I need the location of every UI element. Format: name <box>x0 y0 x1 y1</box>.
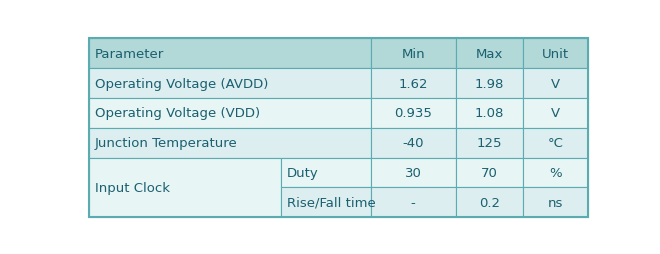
Bar <box>88 158 281 217</box>
Text: V: V <box>551 107 560 120</box>
Text: 30: 30 <box>405 166 422 179</box>
Text: -: - <box>411 196 416 209</box>
Text: Operating Voltage (AVDD): Operating Voltage (AVDD) <box>95 77 268 90</box>
Bar <box>371 158 455 188</box>
Bar <box>523 188 588 217</box>
Bar <box>371 128 455 158</box>
Bar <box>455 69 523 99</box>
Text: Rise/Fall time: Rise/Fall time <box>287 196 376 209</box>
Text: ns: ns <box>548 196 563 209</box>
Bar <box>455 39 523 69</box>
Text: Parameter: Parameter <box>95 48 164 61</box>
Text: Duty: Duty <box>287 166 319 179</box>
Bar <box>371 188 455 217</box>
Bar <box>523 128 588 158</box>
Text: 0.935: 0.935 <box>394 107 432 120</box>
Text: 1.62: 1.62 <box>399 77 428 90</box>
Bar <box>88 69 371 99</box>
Bar <box>371 69 455 99</box>
Bar <box>88 99 371 128</box>
Bar <box>371 99 455 128</box>
Text: Operating Voltage (VDD): Operating Voltage (VDD) <box>95 107 260 120</box>
Text: 1.08: 1.08 <box>475 107 504 120</box>
Bar <box>523 158 588 188</box>
Text: %: % <box>549 166 562 179</box>
Bar <box>455 128 523 158</box>
Bar <box>523 39 588 69</box>
Text: °C: °C <box>548 137 564 150</box>
Bar <box>455 188 523 217</box>
Text: 1.98: 1.98 <box>475 77 504 90</box>
Bar <box>88 128 371 158</box>
Text: -40: -40 <box>403 137 424 150</box>
Text: Min: Min <box>401 48 425 61</box>
Bar <box>523 69 588 99</box>
Text: Input Clock: Input Clock <box>95 181 170 194</box>
Bar <box>455 99 523 128</box>
Bar <box>523 99 588 128</box>
Bar <box>281 158 371 188</box>
Text: 70: 70 <box>481 166 498 179</box>
Bar <box>281 188 371 217</box>
Bar <box>455 158 523 188</box>
Text: Unit: Unit <box>542 48 569 61</box>
Bar <box>88 39 371 69</box>
Text: Max: Max <box>476 48 503 61</box>
Text: V: V <box>551 77 560 90</box>
Bar <box>371 39 455 69</box>
Text: 125: 125 <box>477 137 502 150</box>
Text: 0.2: 0.2 <box>478 196 500 209</box>
Text: Junction Temperature: Junction Temperature <box>95 137 238 150</box>
